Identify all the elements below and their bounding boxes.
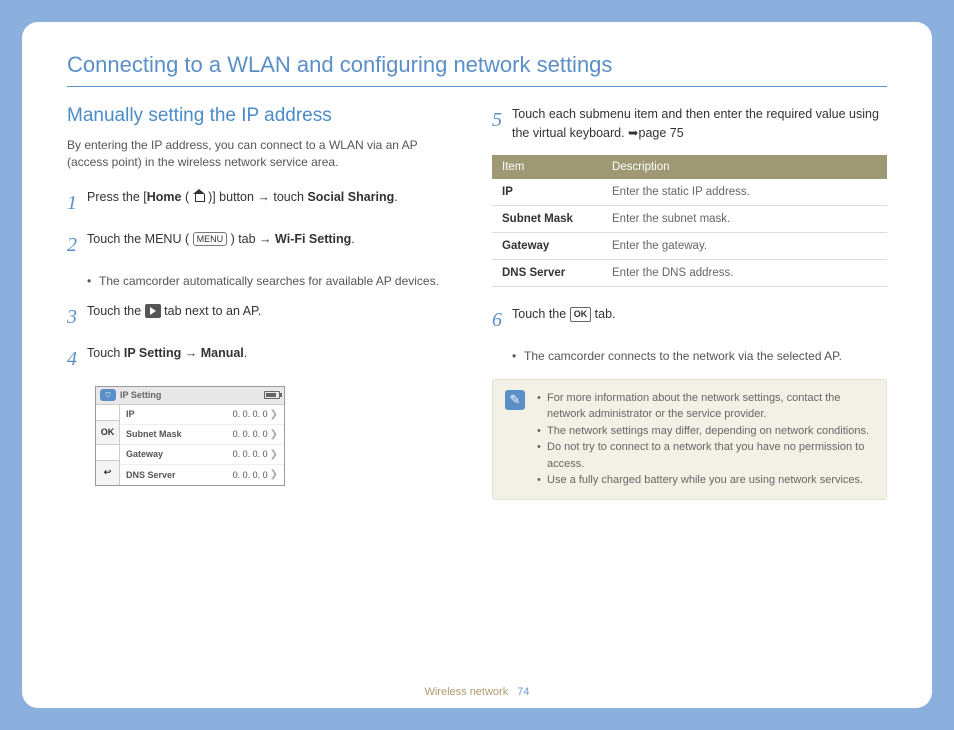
page-footer: Wireless network 74 [22,686,932,698]
step-body: Touch the MENU ( MENU ) tab → Wi-Fi Sett… [87,230,462,260]
table-row: GatewayEnter the gateway. [492,232,887,259]
manual-page: Connecting to a WLAN and configuring net… [22,22,932,708]
th-item: Item [492,155,602,179]
step-4: 4 Touch IP Setting → Manual. [67,344,462,374]
step-number: 1 [67,188,87,218]
footer-section: Wireless network [424,686,508,698]
note-list: For more information about the network s… [537,390,874,489]
chevron-right-icon: ❯ [270,409,278,420]
step-number: 4 [67,344,87,374]
ui-row-dns[interactable]: DNS Server 0. 0. 0. 0 ❯ [120,465,284,485]
chevron-right-icon: ❯ [270,429,278,440]
table-row: DNS ServerEnter the DNS address. [492,259,887,286]
ui-row-ip[interactable]: IP 0. 0. 0. 0 ❯ [120,405,284,425]
ui-sidebar: OK ↩ [96,405,120,485]
battery-icon [264,391,280,399]
table-row: IPEnter the static IP address. [492,179,887,206]
section-title: Manually setting the IP address [67,105,462,127]
page-number: 74 [517,686,529,698]
page-title: Connecting to a WLAN and configuring net… [67,52,887,87]
ip-items-table: Item Description IPEnter the static IP a… [492,155,887,287]
home-icon [193,192,205,202]
step-number: 5 [492,105,512,143]
step-1: 1 Press the [Home ( )] button → touch So… [67,188,462,218]
return-button[interactable]: ↩ [96,461,119,485]
table-row: Subnet MaskEnter the subnet mask. [492,205,887,232]
left-column: Manually setting the IP address By enter… [67,105,462,500]
step-number: 2 [67,230,87,260]
step-body: Touch the tab next to an AP. [87,302,462,332]
ui-title: IP Setting [120,390,264,400]
th-description: Description [602,155,887,179]
chevron-right-icon: ❯ [270,449,278,460]
ui-row-gateway[interactable]: Gateway 0. 0. 0. 0 ❯ [120,445,284,465]
ok-icon: OK [570,307,592,322]
ui-titlebar: ⌔ IP Setting [96,387,284,405]
step-number: 3 [67,302,87,332]
intro-text: By entering the IP address, you can conn… [67,137,462,172]
play-icon [145,304,161,318]
ip-setting-screenshot: ⌔ IP Setting OK ↩ IP 0. 0. 0. 0 [95,386,285,486]
info-note: ✎ For more information about the network… [492,379,887,500]
note-icon: ✎ [505,390,525,410]
step-number: 6 [492,305,512,335]
step-body: Touch each submenu item and then enter t… [512,105,887,143]
content-columns: Manually setting the IP address By enter… [67,105,887,500]
ok-button[interactable]: OK [96,421,119,445]
step-6-sub: The camcorder connects to the network vi… [512,347,887,365]
right-column: 5 Touch each submenu item and then enter… [492,105,887,500]
step-body: Press the [Home ( )] button → touch Soci… [87,188,462,218]
step-2-sub: The camcorder automatically searches for… [87,272,462,290]
ui-row-subnet[interactable]: Subnet Mask 0. 0. 0. 0 ❯ [120,425,284,445]
ui-body: OK ↩ IP 0. 0. 0. 0 ❯ Subnet Mask 0. 0. 0… [96,405,284,485]
step-5: 5 Touch each submenu item and then enter… [492,105,887,143]
step-2: 2 Touch the MENU ( MENU ) tab → Wi-Fi Se… [67,230,462,260]
menu-icon: MENU [193,232,228,246]
step-6: 6 Touch the OK tab. [492,305,887,335]
ui-rows: IP 0. 0. 0. 0 ❯ Subnet Mask 0. 0. 0. 0 ❯… [120,405,284,485]
wifi-icon: ⌔ [100,389,116,401]
step-3: 3 Touch the tab next to an AP. [67,302,462,332]
step-body: Touch IP Setting → Manual. [87,344,462,374]
chevron-right-icon: ❯ [270,469,278,480]
step-body: Touch the OK tab. [512,305,887,335]
